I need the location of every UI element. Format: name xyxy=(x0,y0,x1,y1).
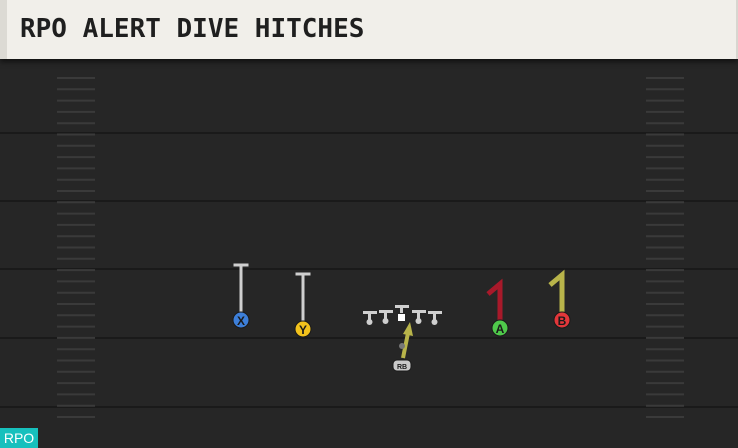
route-b xyxy=(548,269,565,312)
player-y: Y xyxy=(294,320,312,338)
route-rb xyxy=(401,322,413,359)
quarterback xyxy=(399,343,405,349)
play-title: RPO ALERT DIVE HITCHES xyxy=(20,14,365,44)
title-bar: RPO ALERT DIVE HITCHES xyxy=(0,0,738,59)
lineman-rg xyxy=(412,310,426,324)
player-a: A xyxy=(491,319,509,337)
yard-lines xyxy=(0,132,738,408)
hash-marks xyxy=(57,77,684,418)
lineman-lg xyxy=(379,310,393,324)
player-y-label: Y xyxy=(299,323,307,337)
title-accent xyxy=(0,0,7,59)
lineman-rt xyxy=(428,311,442,325)
player-x-label: X xyxy=(237,314,245,328)
lineman-lt xyxy=(363,311,377,325)
route-x xyxy=(233,263,249,315)
rpo-badge: RPO xyxy=(0,428,38,448)
player-rb-label: RB xyxy=(397,364,407,371)
player-rb: RB xyxy=(392,359,412,372)
offensive-line xyxy=(363,305,442,325)
player-b: B xyxy=(553,311,571,329)
route-y xyxy=(295,272,311,323)
route-a xyxy=(486,278,503,320)
player-b-label: B xyxy=(558,314,567,328)
player-x: X xyxy=(232,311,250,329)
player-a-label: A xyxy=(496,322,505,336)
lineman-c xyxy=(395,305,409,321)
